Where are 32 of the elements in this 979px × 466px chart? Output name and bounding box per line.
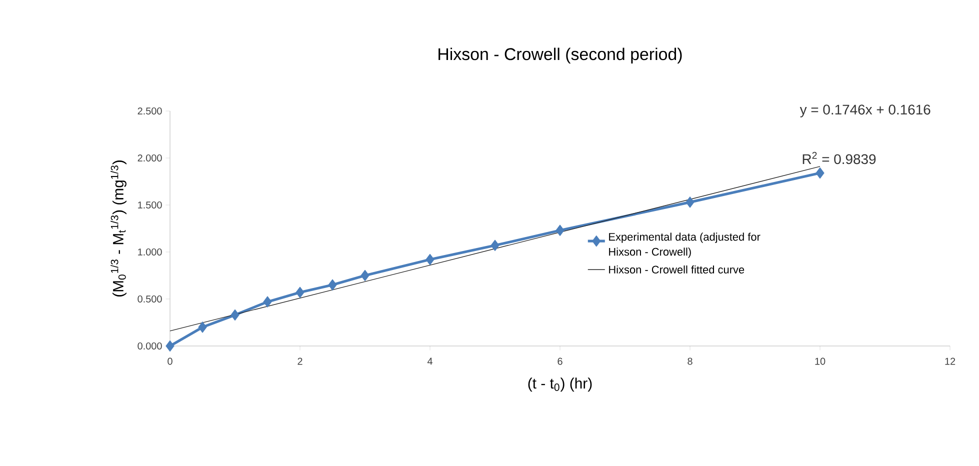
x-tick-label: 2 [298,358,302,365]
point [328,279,337,291]
y-tick-label: 2.000 [138,154,162,162]
point [296,286,304,298]
x-tick-label: 10 [815,358,826,365]
point [263,296,272,308]
x-tick-label: 4 [427,358,432,365]
x-tick-label: 0 [168,358,172,365]
point [556,224,564,236]
point [230,309,240,321]
y-tick-label: 0.000 [138,342,162,350]
x-tick-label: 6 [558,358,562,365]
y-tick-label: 2.500 [138,107,162,115]
legend-label: Experimental data (adjusted for Hixson - Crowell) [609,232,760,258]
point [166,340,174,352]
point [198,321,207,333]
annotation: R$^{2}$ = 0.9839 [802,152,876,164]
x-axis-title: (t - t$_{0}$) (hr) [528,378,592,392]
y-tick-label: 1.500 [138,201,162,209]
x-tick-label: 12 [945,358,956,365]
y-tick-label: 0.500 [138,295,162,303]
text: (M$_{0}$$^{1/3}$ - M$_{t}$$^{1/3}$) (mg$^{1/3}$) [110,160,126,296]
annotation: y = 0.1746x + 0.1616 [800,104,930,118]
chart-title: Hixson - Crowell (second period) [438,48,682,64]
x-tick-label: 8 [688,358,692,365]
point [686,196,694,208]
legend-label: Hixson - Crowell fitted curve [609,265,744,274]
point [426,254,434,266]
point [816,167,824,179]
y-tick-label: 1.000 [138,248,162,256]
point [490,240,500,252]
point [360,270,370,282]
